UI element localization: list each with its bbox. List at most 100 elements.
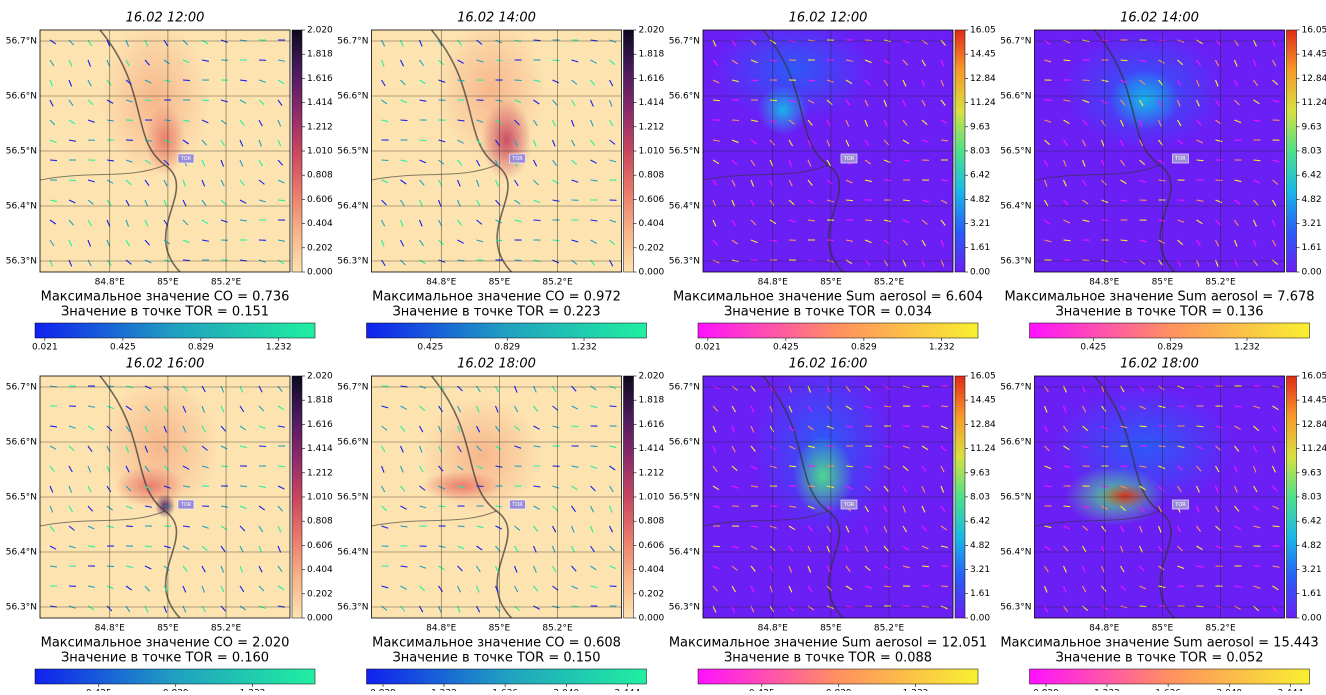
colorbar-tick-label: 0.606 [639, 541, 665, 551]
y-tick-label: 56.4°N [6, 202, 37, 212]
y-tick-label: 56.5°N [669, 147, 700, 157]
map-area [40, 20, 290, 272]
colorbar-tick-label: 0.202 [307, 589, 333, 599]
colorbar-tick-label: 1.414 [639, 98, 665, 108]
y-tick-label: 56.7°N [6, 37, 37, 47]
colorbar [292, 376, 302, 618]
y-tick-label: 56.4°N [337, 548, 368, 558]
wind-colorbar [698, 323, 978, 338]
colorbar-tick-label: 12.84 [970, 420, 996, 430]
x-tick-label: 85.2°E [211, 624, 242, 634]
colorbar-tick-label: 0.202 [307, 243, 333, 253]
colorbar [624, 30, 634, 272]
caption: Максимальное значение CO = 2.020 [41, 636, 290, 651]
wind-arrow [1102, 40, 1109, 41]
wind-colorbar [35, 669, 315, 684]
wind-arrow [1197, 426, 1204, 427]
colorbar-tick-label: 1.212 [307, 468, 333, 478]
colorbar-tick-label: 6.42 [970, 171, 990, 181]
wind-arrow [278, 466, 285, 467]
wind-arrow [1159, 446, 1166, 447]
y-tick-label: 56.4°N [6, 548, 37, 558]
x-tick-label: 84.8°E [758, 278, 789, 288]
wind-arrow [496, 506, 503, 507]
colorbar-tick-label: 1.212 [639, 468, 665, 478]
point-label: TOR [511, 156, 523, 162]
y-tick-label: 56.4°N [1000, 548, 1031, 558]
wind-arrow [202, 100, 209, 101]
caption: Значение в точке TOR = 0.150 [392, 651, 600, 666]
wind-arrow [1273, 526, 1280, 527]
colorbar-tick-label: 1.010 [307, 493, 333, 503]
colorbar-tick-label: 14.45 [1302, 396, 1326, 406]
caption: Значение в точке TOR = 0.034 [724, 305, 932, 320]
wind-arrow [713, 546, 720, 547]
y-tick-label: 56.3°N [6, 257, 37, 267]
caption: Значение в точке TOR = 0.136 [1055, 305, 1263, 320]
y-tick-label: 56.5°N [337, 493, 368, 503]
y-tick-label: 56.5°N [669, 493, 700, 503]
wind-arrow [1178, 406, 1185, 407]
wind-arrow [439, 506, 446, 507]
colorbar-tick-label: 0.808 [639, 171, 665, 181]
wind-arrow [496, 240, 503, 241]
x-tick-label: 84.8°E [1089, 624, 1120, 634]
colorbar-tick-label: 14.45 [970, 50, 996, 60]
colorbar-tick-label: 6.42 [970, 517, 990, 527]
x-tick-label: 84.8°E [1089, 278, 1120, 288]
colorbar-tick-label: 1.61 [1302, 243, 1322, 253]
wind-arrow [1197, 160, 1204, 161]
colorbar-tick-label: 0.00 [970, 614, 990, 624]
wind-arrow [808, 486, 815, 487]
wind-arrow [1045, 486, 1052, 487]
wind-colorbar-tick-label: 0.425 [773, 343, 799, 353]
point-label: TOR [1174, 502, 1186, 508]
wind-arrow [1121, 240, 1128, 241]
caption: Значение в точке TOR = 0.151 [61, 305, 269, 320]
colorbar-tick-label: 3.21 [1302, 565, 1322, 575]
wind-arrow [922, 386, 929, 387]
map-area [703, 356, 953, 618]
wind-arrow [240, 486, 247, 487]
x-tick-label: 85.2°E [874, 278, 905, 288]
colorbar-tick-label: 11.24 [1302, 98, 1326, 108]
plume [115, 466, 185, 506]
wind-arrow [591, 446, 598, 447]
caption: Значение в точке TOR = 0.088 [724, 651, 932, 666]
colorbar-tick-label: 1.414 [307, 444, 333, 454]
colorbar-tick-label: 0.404 [639, 565, 665, 575]
wind-arrow [553, 60, 560, 61]
wind-arrow [941, 586, 948, 587]
y-tick-label: 56.7°N [669, 37, 700, 47]
colorbar [624, 376, 634, 618]
y-tick-label: 56.6°N [6, 92, 37, 102]
x-tick-label: 85°E [489, 278, 511, 288]
wind-arrow [88, 546, 95, 547]
colorbar-tick-label: 12.84 [1302, 74, 1326, 84]
colorbar-tick-label: 1.818 [639, 50, 665, 60]
colorbar-tick-label: 1.818 [639, 396, 665, 406]
wind-colorbar-tick-label: 0.425 [1080, 343, 1106, 353]
colorbar-tick-label: 1.010 [639, 493, 665, 503]
wind-arrow [827, 446, 834, 447]
wind-colorbar-tick-label: 0.021 [695, 343, 721, 353]
colorbar-tick-label: 0.000 [639, 268, 665, 278]
wind-arrow [1064, 506, 1071, 507]
wind-arrow [713, 100, 720, 101]
y-tick-label: 56.3°N [669, 603, 700, 613]
y-tick-label: 56.6°N [337, 92, 368, 102]
wind-arrow [534, 220, 541, 221]
colorbar-tick-label: 4.82 [1302, 195, 1322, 205]
wind-arrow [1216, 180, 1223, 181]
y-tick-label: 56.3°N [6, 603, 37, 613]
wind-arrow [1140, 606, 1147, 607]
colorbar-tick-label: 1.818 [307, 50, 333, 60]
wind-arrow [1197, 606, 1204, 607]
x-tick-label: 85.2°E [1205, 624, 1236, 634]
x-tick-label: 85°E [489, 624, 511, 634]
